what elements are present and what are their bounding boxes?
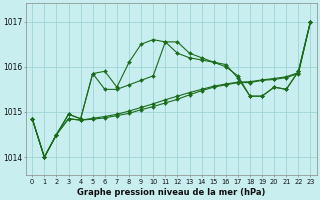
X-axis label: Graphe pression niveau de la mer (hPa): Graphe pression niveau de la mer (hPa) bbox=[77, 188, 266, 197]
